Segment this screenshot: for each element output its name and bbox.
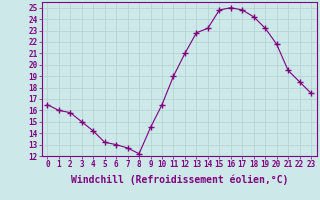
X-axis label: Windchill (Refroidissement éolien,°C): Windchill (Refroidissement éolien,°C) xyxy=(70,175,288,185)
